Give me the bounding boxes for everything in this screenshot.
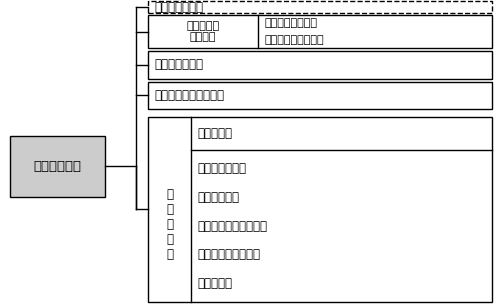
Bar [148, 82, 491, 109]
Text: アレルゲン除去食品: アレルゲン除去食品 [197, 220, 267, 233]
Text: 低たんぱく質食品: 低たんぱく質食品 [197, 248, 260, 261]
Text: 特別用途食品: 特別用途食品 [34, 160, 82, 173]
Text: 病
者
用
食
品: 病 者 用 食 品 [166, 188, 173, 261]
Bar [148, 117, 491, 302]
Text: えん下困難者用食品: えん下困難者用食品 [264, 35, 323, 45]
Bar [148, 1, 491, 13]
Text: 個別評価型: 個別評価型 [197, 127, 231, 140]
Text: 総合栄養食品: 総合栄養食品 [197, 162, 245, 175]
Text: 特定保健用食品: 特定保健用食品 [154, 1, 203, 14]
Bar [148, 15, 491, 48]
Text: とろみ調整用食品: とろみ調整用食品 [264, 18, 317, 28]
Text: 許可基準型: 許可基準型 [197, 277, 231, 290]
Text: えん下困難
者用食品: えん下困難 者用食品 [186, 21, 219, 43]
Bar [10, 136, 105, 197]
Text: 妊産婦、授乳婦用粉乳: 妊産婦、授乳婦用粉乳 [154, 89, 223, 102]
Text: 乳児用調製粉乳: 乳児用調製粉乳 [154, 58, 203, 71]
Bar [148, 51, 491, 79]
Text: 無乳糖食品: 無乳糖食品 [197, 191, 238, 204]
